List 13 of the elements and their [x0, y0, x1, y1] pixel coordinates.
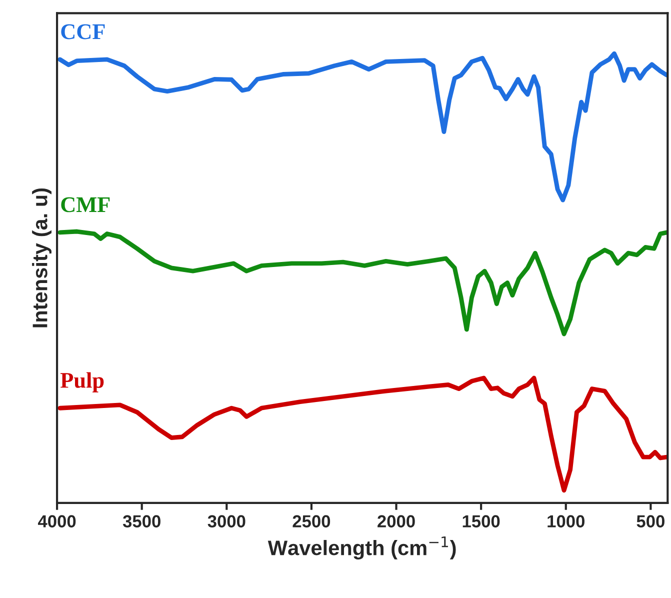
- x-tick-label: 500: [636, 515, 664, 528]
- x-tick-label: 1000: [548, 515, 584, 528]
- x-tick-label: 4000: [38, 515, 76, 528]
- x-tick-label: 1500: [462, 515, 500, 528]
- series-label: CCF: [61, 24, 105, 40]
- x-axis-title: Wavelength (cm$^{−1}$): [268, 536, 456, 560]
- x-tick-label: 2500: [292, 515, 330, 528]
- y-axis-title: Intensity (a. u): [32, 188, 52, 328]
- series-label: CMF: [61, 197, 110, 212]
- x-tick-label: 2000: [378, 515, 415, 528]
- x-tick-label: 3000: [208, 515, 246, 528]
- x-tick-label: 3500: [122, 515, 160, 528]
- series-label: Pulp: [60, 372, 104, 392]
